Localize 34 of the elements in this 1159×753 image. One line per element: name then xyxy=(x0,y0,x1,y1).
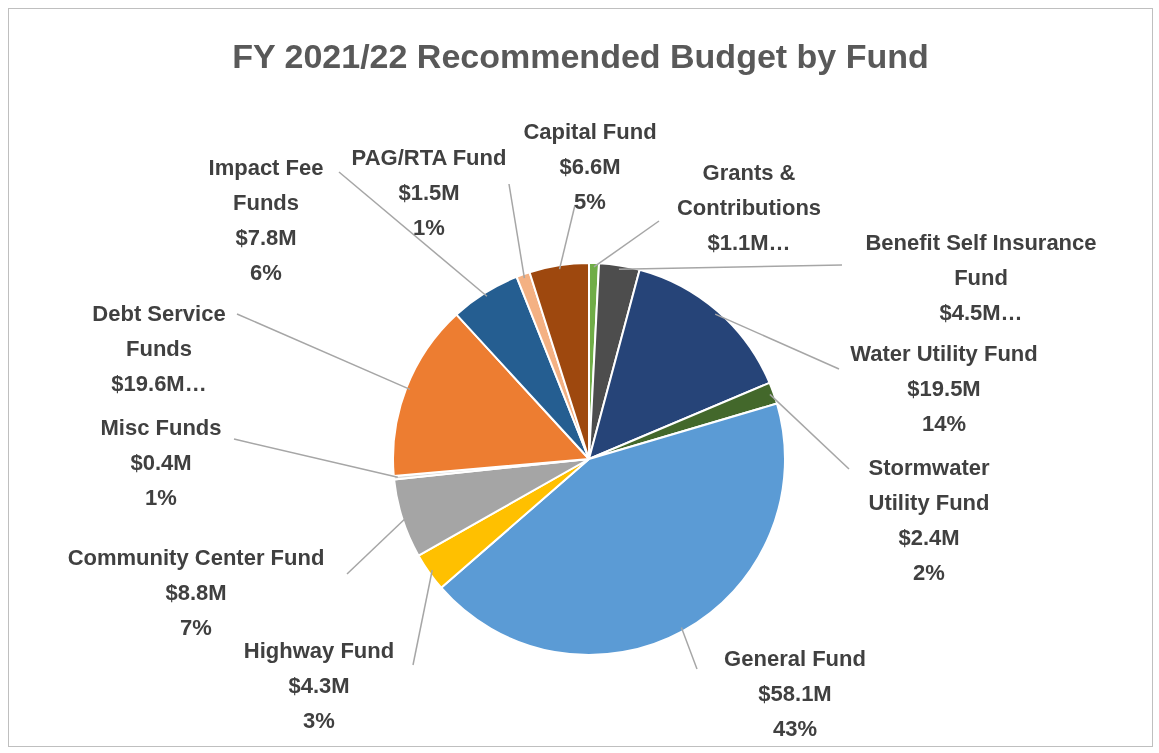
slice-label: Community Center Fund xyxy=(67,545,325,571)
slice-label: Benefit Self Insurance Fund xyxy=(865,230,1097,291)
data-label: $4.5M… xyxy=(939,300,1023,326)
data-label: $2.4M xyxy=(898,525,960,551)
data-label: $7.8M xyxy=(235,225,297,251)
slice-label: Stormwater Utility Fund xyxy=(868,455,990,516)
text: 2% xyxy=(913,560,945,586)
text: 1% xyxy=(145,485,177,511)
data-label: $19.6M… xyxy=(111,371,207,397)
data-label: $1.1M… xyxy=(707,230,791,256)
slice-label: Debt Service Funds xyxy=(92,301,226,362)
data-label: $1.5M xyxy=(398,180,460,206)
slice-label: Misc Funds xyxy=(100,415,222,441)
slice-label: Capital Fund xyxy=(523,119,657,145)
data-label: $58.1M xyxy=(758,681,832,707)
text: 1% xyxy=(413,215,445,241)
slice-label: Grants & Contributions xyxy=(676,160,822,221)
data-label: $0.4M xyxy=(130,450,192,476)
slice-label: Impact Fee Funds xyxy=(208,155,324,216)
chart-title: FY 2021/22 Recommended Budget by Fund xyxy=(232,37,929,76)
slice-label: Water Utility Fund xyxy=(850,341,1038,367)
text: 7% xyxy=(180,615,212,641)
data-label: $19.5M xyxy=(907,376,981,402)
data-label: $6.6M xyxy=(559,154,621,180)
data-label: $8.8M xyxy=(165,580,227,606)
text: 14% xyxy=(921,411,967,437)
slice-label: General Fund xyxy=(724,646,866,672)
data-label: $4.3M xyxy=(288,673,350,699)
text: 5% xyxy=(574,189,606,215)
text: 6% xyxy=(250,260,282,286)
slice-label: Highway Fund xyxy=(243,638,395,664)
slice-label: PAG/RTA Fund xyxy=(351,145,507,171)
text: 43% xyxy=(772,716,818,742)
text: 3% xyxy=(303,708,335,734)
